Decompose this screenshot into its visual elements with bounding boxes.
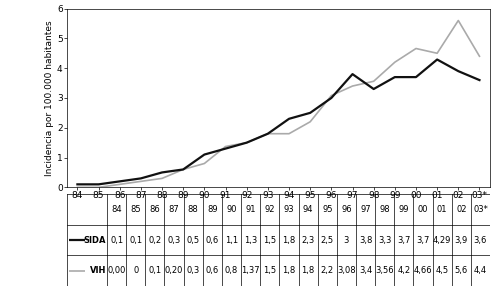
Text: 3,6: 3,6 [474,236,487,245]
Text: 0,00: 0,00 [107,266,126,275]
Text: 3,7: 3,7 [397,236,410,245]
Text: 2,5: 2,5 [321,236,334,245]
Text: 4,5: 4,5 [436,266,449,275]
Text: 86: 86 [149,205,160,214]
Text: 1,5: 1,5 [263,266,276,275]
Text: 4,4: 4,4 [474,266,487,275]
Text: 3,4: 3,4 [359,266,372,275]
Text: 2,2: 2,2 [321,266,334,275]
Text: 87: 87 [169,205,179,214]
Text: 3,8: 3,8 [359,236,372,245]
Text: 1,8: 1,8 [282,236,296,245]
Text: 1,3: 1,3 [244,236,257,245]
Text: 00: 00 [418,205,428,214]
Text: 3,7: 3,7 [416,236,430,245]
Text: 93: 93 [284,205,295,214]
Text: 4,66: 4,66 [414,266,432,275]
Text: 0,1: 0,1 [110,236,123,245]
Text: 3,9: 3,9 [455,236,468,245]
Text: 0,20: 0,20 [165,266,183,275]
Text: 0: 0 [133,266,139,275]
Text: 89: 89 [207,205,218,214]
Text: 1,37: 1,37 [242,266,260,275]
Text: 4,29: 4,29 [433,236,451,245]
Text: 96: 96 [341,205,352,214]
Text: 3,3: 3,3 [378,236,392,245]
Text: 0,8: 0,8 [225,266,238,275]
Text: 94: 94 [303,205,313,214]
Text: 2,3: 2,3 [301,236,315,245]
Text: 0,1: 0,1 [148,266,161,275]
Text: 91: 91 [246,205,256,214]
Text: 98: 98 [379,205,390,214]
Text: 99: 99 [398,205,409,214]
Text: 1,8: 1,8 [282,266,296,275]
Text: 03*: 03* [473,205,488,214]
Y-axis label: Incidencia por 100.000 habitantes: Incidencia por 100.000 habitantes [45,20,54,176]
Text: 4,2: 4,2 [397,266,410,275]
Text: 0,3: 0,3 [167,236,181,245]
Text: 92: 92 [264,205,275,214]
Text: 5,6: 5,6 [455,266,468,275]
Text: 84: 84 [111,205,122,214]
Text: 1,5: 1,5 [263,236,276,245]
Text: 0,6: 0,6 [206,236,219,245]
Text: 0,5: 0,5 [187,236,200,245]
Text: 88: 88 [188,205,198,214]
Text: SIDA: SIDA [84,236,106,245]
Text: VIH: VIH [90,266,106,275]
Text: 01: 01 [437,205,447,214]
Text: 02: 02 [456,205,467,214]
Text: 3: 3 [344,236,349,245]
Text: 0,1: 0,1 [129,236,143,245]
Text: 95: 95 [322,205,333,214]
Text: 90: 90 [226,205,237,214]
Text: 0,2: 0,2 [148,236,161,245]
Text: 85: 85 [131,205,141,214]
Text: 1,1: 1,1 [225,236,238,245]
Text: 3,08: 3,08 [337,266,356,275]
Text: 3,56: 3,56 [375,266,394,275]
Text: 0,6: 0,6 [206,266,219,275]
Text: 0,3: 0,3 [187,266,200,275]
Text: 1,8: 1,8 [301,266,315,275]
Text: 97: 97 [360,205,371,214]
